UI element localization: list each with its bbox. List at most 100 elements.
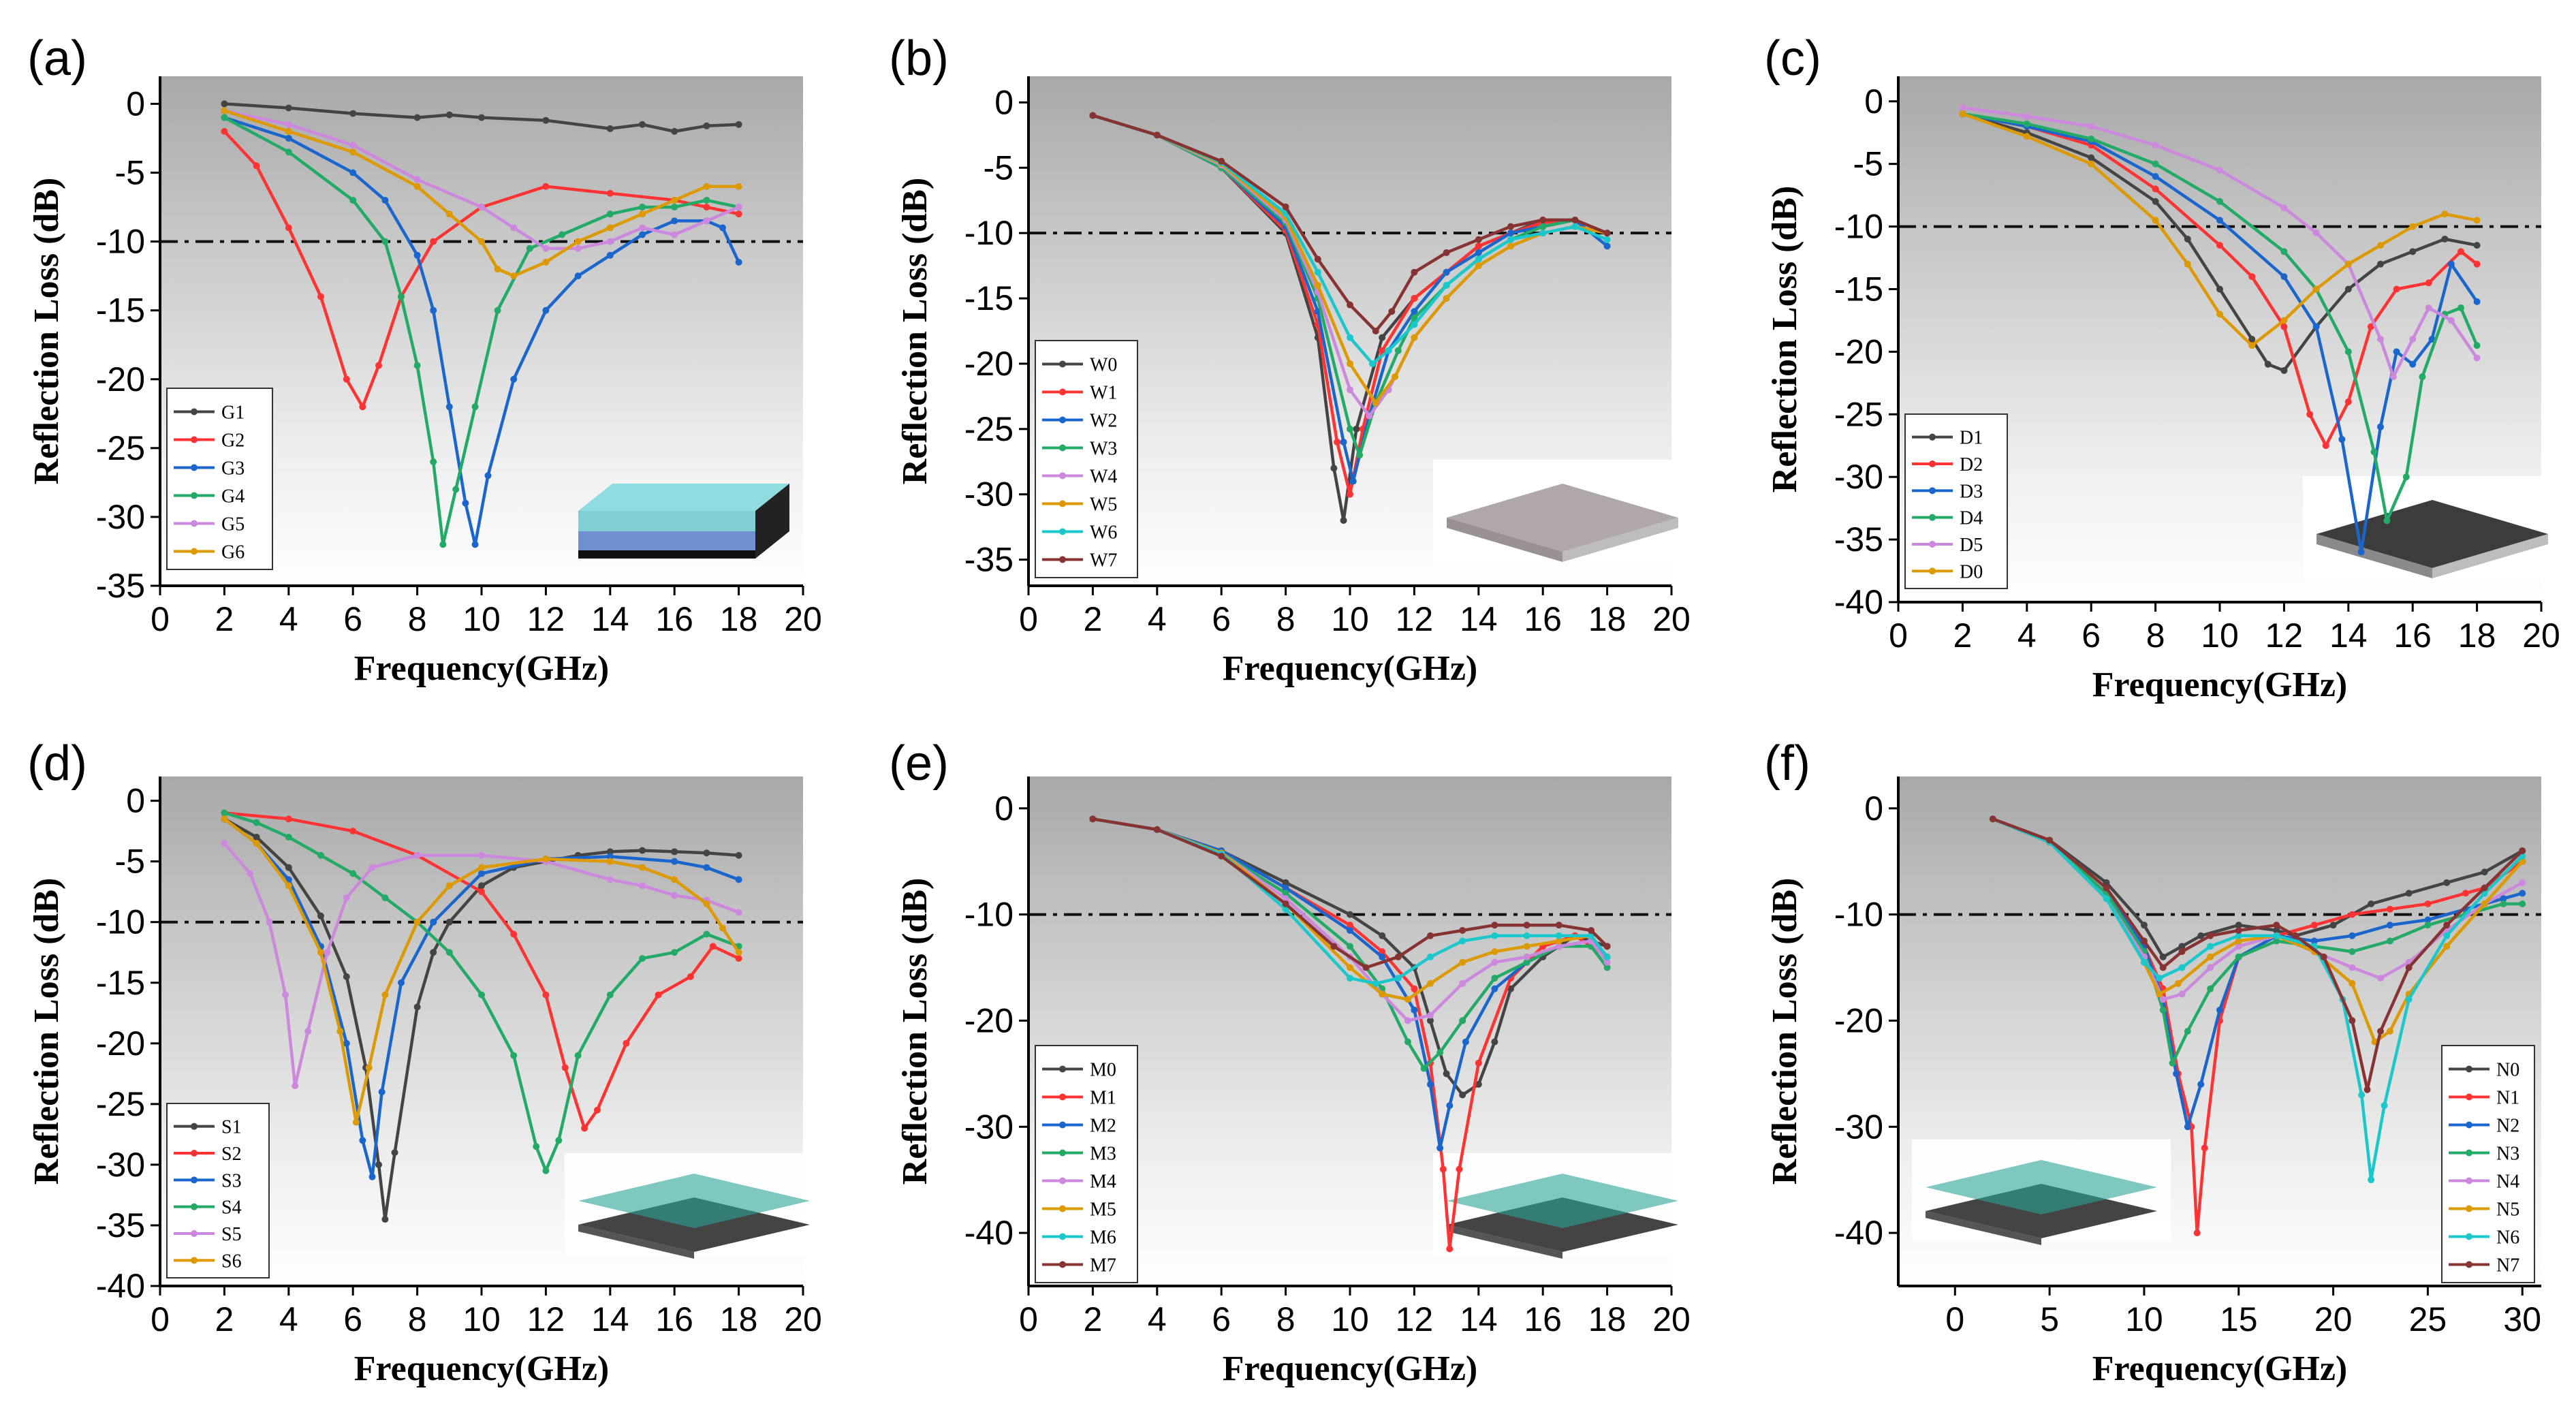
x-tick-label: 20 [2314, 1300, 2353, 1338]
data-point-S2 [709, 943, 717, 950]
data-point-M6 [1394, 975, 1402, 982]
data-point-N7 [2273, 922, 2280, 929]
data-point-D4 [2457, 304, 2464, 312]
y-tick-label: 0 [994, 83, 1014, 121]
y-tick-label: -20 [1834, 1001, 1883, 1039]
legend-marker [2466, 1065, 2472, 1073]
data-point-D1 [2377, 260, 2384, 268]
data-point-N5 [2156, 990, 2163, 998]
data-point-M0 [1443, 1070, 1450, 1078]
data-point-W7 [1571, 216, 1579, 223]
legend-marker [191, 1230, 198, 1237]
data-point-M6 [1523, 932, 1530, 939]
data-point-G3 [606, 251, 614, 259]
data-point-M3 [1523, 958, 1530, 966]
y-tick-label: -30 [96, 1146, 145, 1184]
x-tick-label: 14 [1460, 600, 1498, 638]
data-point-G4 [559, 231, 565, 238]
y-tick-label: -30 [1834, 458, 1883, 496]
data-point-N5 [2174, 979, 2182, 987]
data-point-D0 [2473, 217, 2481, 224]
data-point-D5 [2447, 317, 2455, 324]
legend-marker [2466, 1121, 2472, 1129]
legend-label: M2 [1090, 1116, 1116, 1137]
data-point-M4 [1523, 953, 1530, 960]
data-point-S6 [336, 1028, 344, 1035]
data-point-S6 [735, 949, 742, 956]
data-point-G3 [639, 231, 646, 238]
x-tick-label: 12 [527, 600, 565, 638]
data-point-S6 [352, 1118, 360, 1126]
data-point-W6 [1369, 360, 1377, 367]
data-point-W6 [1385, 347, 1392, 354]
series-line-M0 [1093, 817, 1608, 1097]
y-tick-label: -35 [1834, 520, 1883, 559]
data-point-S1 [671, 848, 678, 856]
data-point-D2 [2322, 442, 2329, 450]
data-point-M7 [1282, 900, 1289, 907]
data-point-N2 [2500, 895, 2507, 903]
data-point-D0 [2280, 317, 2288, 324]
data-point-N1 [2424, 900, 2432, 907]
data-point-M3 [1282, 890, 1289, 897]
data-point-S1 [317, 912, 324, 920]
data-point-S6 [639, 864, 646, 871]
legend-marker [1059, 1177, 1066, 1184]
x-tick-label: 6 [343, 1300, 362, 1338]
data-point-D5 [2280, 204, 2288, 211]
data-point-S5 [671, 892, 678, 899]
data-point-G5 [349, 142, 357, 149]
data-point-G2 [375, 362, 382, 369]
data-point-N5 [2235, 937, 2242, 945]
data-point-N3 [2424, 922, 2432, 929]
data-point-G4 [452, 486, 460, 493]
data-point-G6 [413, 183, 421, 190]
data-point-D0 [2152, 217, 2159, 224]
data-point-G3 [462, 499, 469, 507]
legend-label: D3 [1960, 481, 1983, 502]
x-tick-label: 18 [1588, 1300, 1627, 1338]
data-point-W7 [1411, 268, 1418, 276]
data-point-M4 [1491, 958, 1498, 966]
data-point-S5 [478, 851, 485, 859]
data-point-M4 [1603, 958, 1611, 966]
data-point-D3 [2312, 323, 2320, 330]
legend-box [166, 388, 273, 570]
data-point-W2 [1411, 308, 1418, 315]
data-point-S4 [349, 870, 357, 877]
y-tick-label: -20 [964, 345, 1014, 383]
data-point-D3 [2357, 548, 2365, 556]
data-point-N2 [2197, 1080, 2205, 1088]
series-line-S3 [223, 817, 740, 1178]
data-point-S6 [445, 882, 453, 890]
data-point-G2 [359, 403, 366, 411]
data-point-S1 [285, 864, 292, 871]
data-point-G6 [735, 183, 742, 190]
series-line-S6 [223, 817, 740, 1124]
data-point-M3 [1459, 1017, 1466, 1024]
data-point-W3 [1411, 314, 1418, 321]
data-point-G2 [285, 224, 292, 232]
data-point-D2 [2344, 398, 2352, 405]
data-point-M7 [1089, 815, 1097, 823]
y-tick-label: -25 [96, 429, 145, 467]
legend-box [1904, 413, 2008, 589]
data-point-D3 [2338, 436, 2346, 443]
data-point-G3 [349, 169, 357, 176]
data-point-W6 [1475, 255, 1482, 263]
data-point-D1 [2441, 235, 2449, 242]
data-point-D0 [2023, 133, 2030, 140]
x-tick-label: 0 [1019, 600, 1038, 638]
data-point-G2 [542, 183, 550, 190]
data-point-W7 [1282, 203, 1289, 210]
data-point-D3 [2447, 260, 2455, 268]
data-point-N1 [2386, 905, 2393, 913]
y-tick-label: 0 [126, 84, 145, 123]
data-point-N1 [2349, 911, 2356, 918]
data-point-S4 [574, 1052, 582, 1059]
inset-plate-edge [1447, 1225, 1562, 1259]
data-point-S3 [398, 979, 405, 986]
data-point-W6 [1507, 236, 1514, 243]
data-point-S5 [292, 1082, 299, 1090]
